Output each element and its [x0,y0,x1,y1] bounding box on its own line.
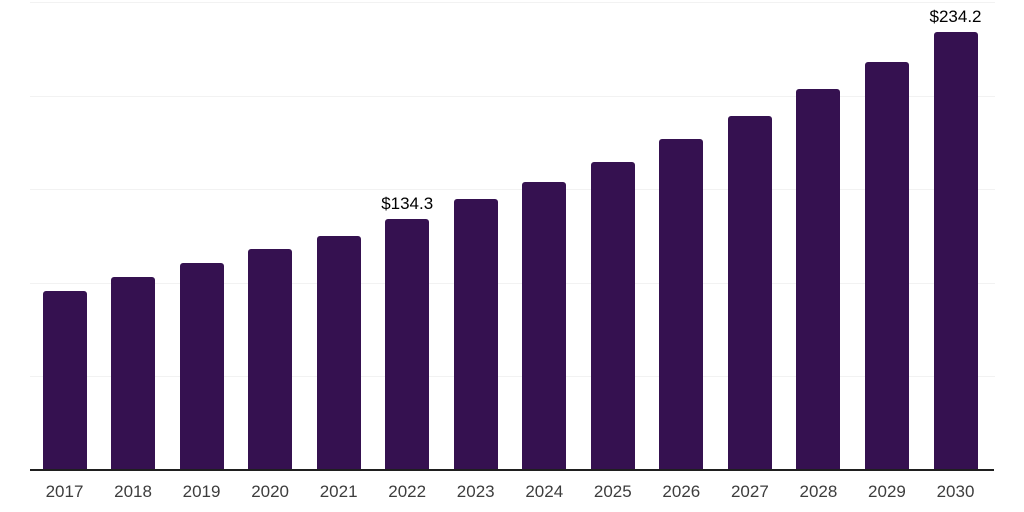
x-axis-line [30,469,994,471]
x-tick-label-2020: 2020 [251,482,290,501]
x-tick-label-2023: 2023 [456,482,495,501]
bar-2028 [796,89,841,470]
bar-2029 [864,62,909,470]
x-tick-label-2025: 2025 [593,482,632,501]
x-tick-label-2027: 2027 [730,482,769,501]
bar-2022 [385,218,430,470]
data-label-2022: $134.3 [381,193,434,213]
gridline [30,95,995,97]
x-tick-label-2021: 2021 [319,482,358,501]
gridline [30,189,995,191]
bar-2023 [453,199,498,470]
bar-2030 [933,31,978,470]
bar-2026 [659,138,704,470]
bar-2027 [727,115,772,470]
bar-2024 [522,181,567,470]
x-tick-label-2017: 2017 [45,482,84,501]
bar-2018 [111,277,156,470]
bar-2021 [316,236,361,470]
x-tick-label-2019: 2019 [182,482,221,501]
gridline [30,2,995,3]
x-tick-label-2030: 2030 [936,482,975,501]
bar-2025 [590,161,635,470]
x-tick-label-2022: 2022 [388,482,427,501]
x-tick-label-2028: 2028 [799,482,838,501]
gridline [30,282,995,284]
x-tick-label-2018: 2018 [114,482,152,501]
x-tick-label-2026: 2026 [662,482,701,501]
x-tick-label-2024: 2024 [525,482,564,501]
gridline [30,376,995,378]
bar-2020 [248,249,293,470]
x-tick-label-2029: 2029 [868,482,906,501]
bar-2017 [42,291,87,470]
bar-2019 [179,263,224,470]
data-label-2030: $234.2 [929,6,982,26]
